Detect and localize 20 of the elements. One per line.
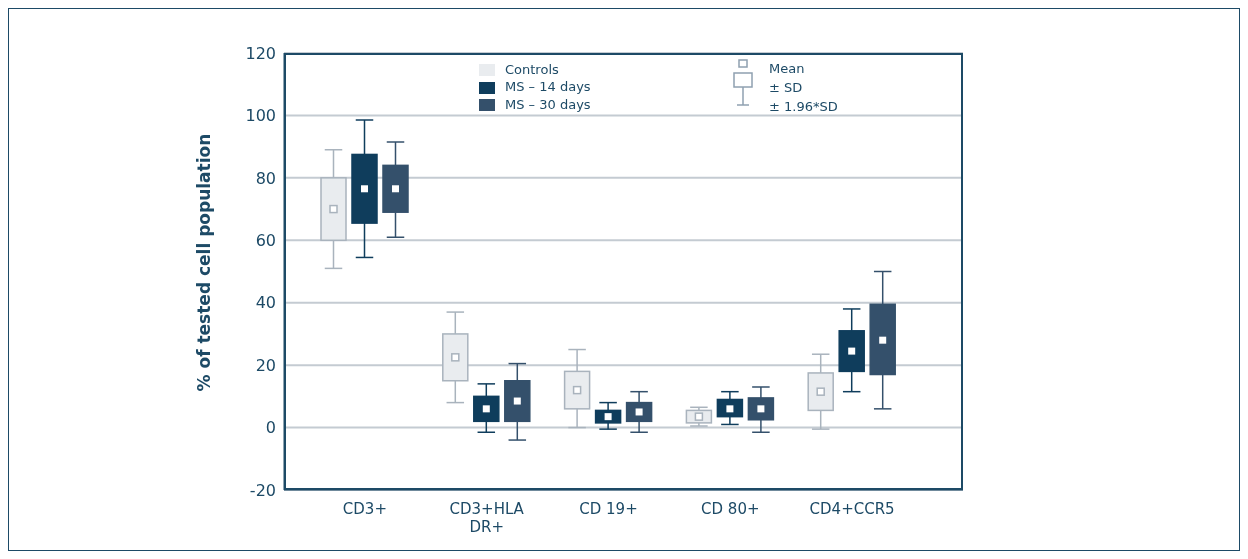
y-tick-label: 100 (245, 106, 276, 126)
legend-label: MS – 14 days (505, 79, 591, 95)
y-tick-label: 80 (255, 168, 276, 188)
x-tick-label: CD4+CCR5 (809, 500, 895, 518)
y-tick-label: 60 (255, 230, 276, 250)
annotation: ± 1.96*SD (769, 98, 838, 116)
annotation: ± SD (769, 79, 804, 97)
y-tick-label: 120 (245, 43, 276, 63)
x-tick-label: CD3+ (342, 500, 387, 518)
x-tick-label: CD3+HLA DR+ (449, 500, 525, 536)
y-tick-label: 0 (265, 418, 276, 438)
legend-label: MS – 30 days (505, 96, 591, 112)
legend-label: Controls (505, 62, 559, 77)
y-tick-label: 20 (255, 355, 276, 375)
x-tick-label: CD 19+ (579, 500, 638, 518)
y-tick-label: 40 (255, 293, 276, 313)
y-axis-title: % of tested cell population (194, 133, 215, 392)
y-tick-label: -20 (249, 480, 276, 500)
annotation: Mean (769, 60, 806, 78)
x-tick-label: CD 80+ (701, 500, 760, 518)
